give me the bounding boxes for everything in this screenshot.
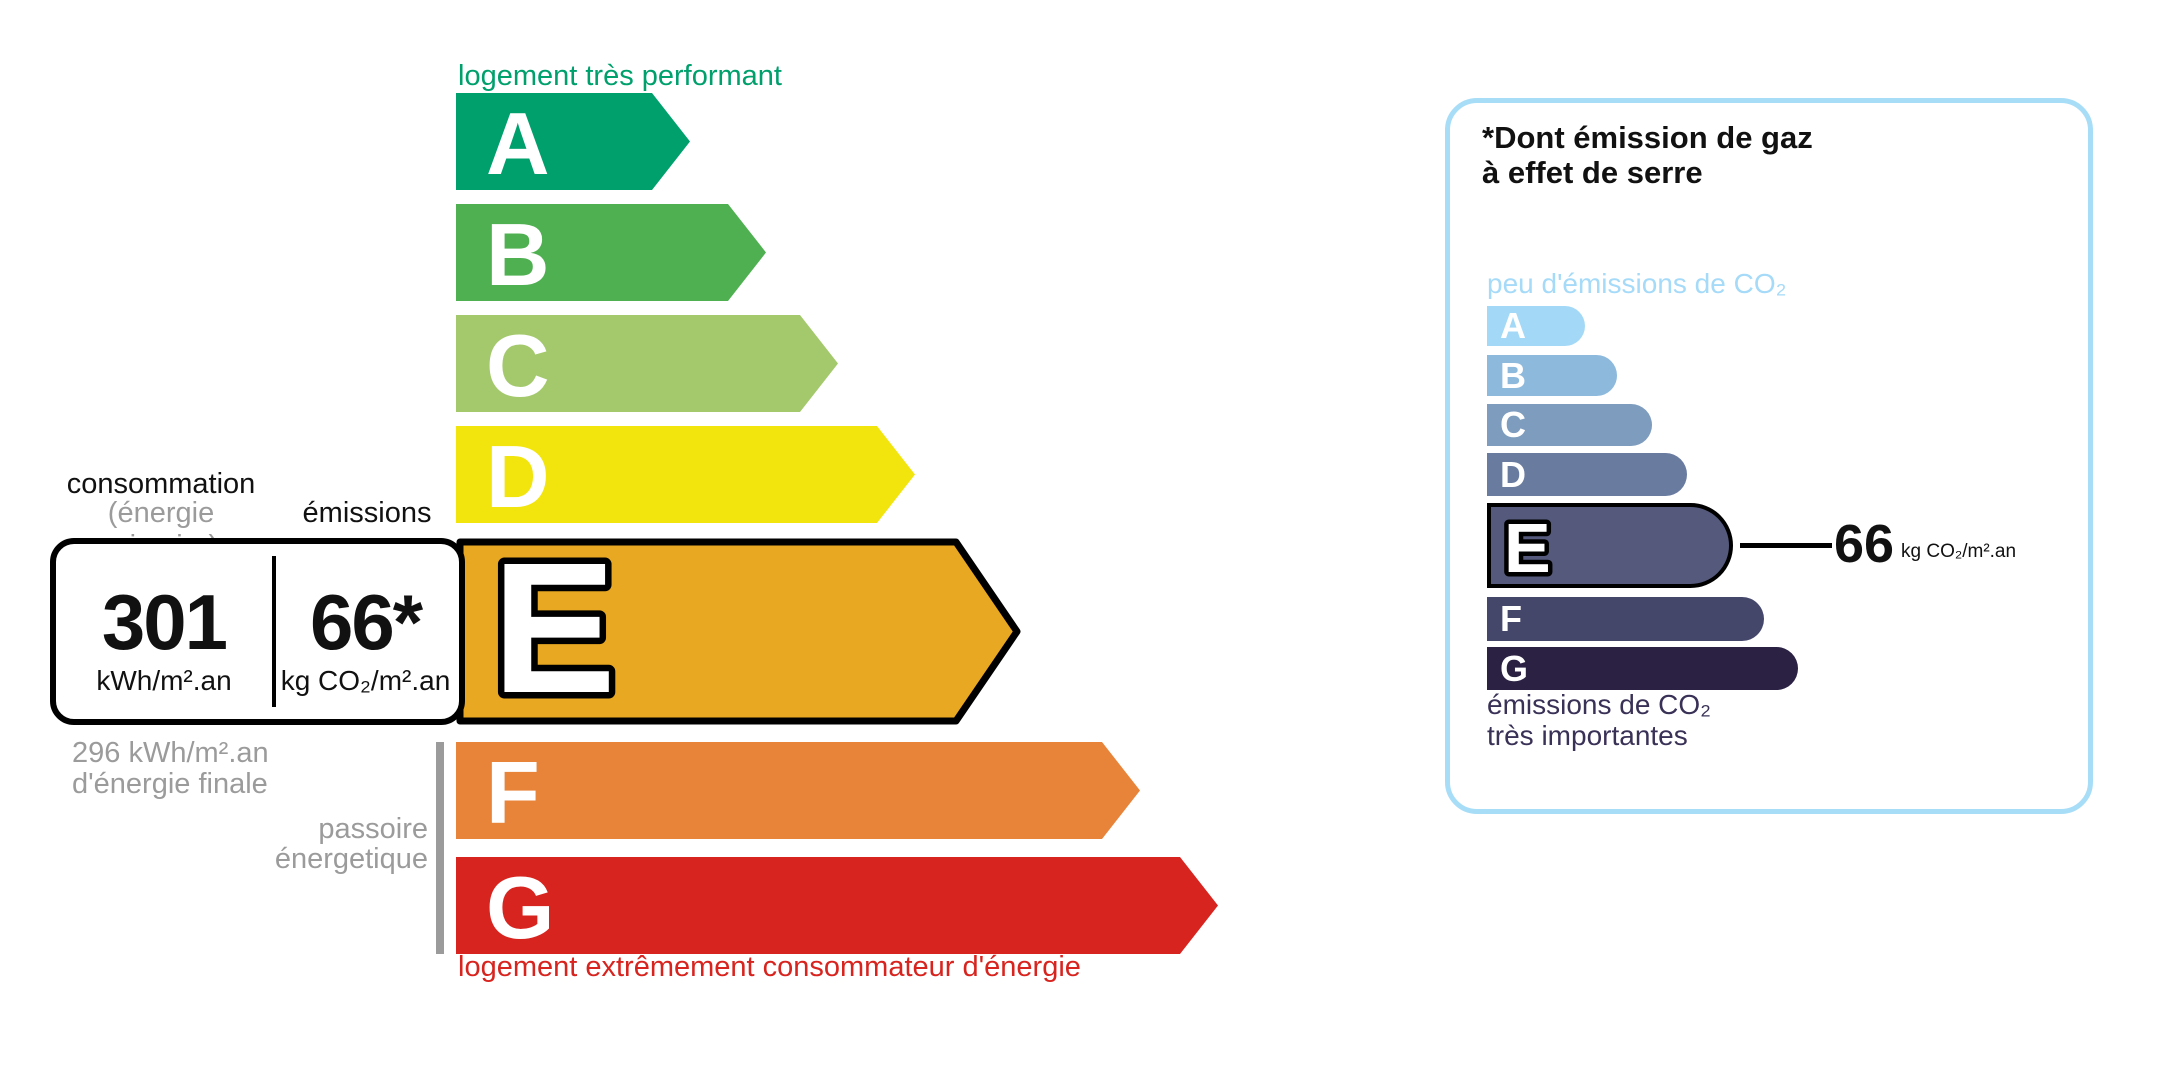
passoire-bracket-bar bbox=[436, 742, 444, 954]
co2-bar-g: G bbox=[1487, 647, 1798, 690]
rating-value-box: 301 kWh/m².an 66* kg CO₂/m².an bbox=[50, 538, 465, 725]
co2-bottom-line2: très importantes bbox=[1487, 720, 1688, 751]
co2-bottom-label: émissions de CO₂ très importantes bbox=[1487, 689, 1711, 751]
energy-arrow-f: F bbox=[456, 742, 1140, 842]
co2-letter-d: D bbox=[1500, 453, 1526, 495]
passoire-note: passoire énergetique bbox=[200, 814, 428, 874]
energy-letter-a: A bbox=[486, 94, 550, 193]
co2-value-unit: kg CO₂/m².an bbox=[1901, 541, 2017, 562]
energy-arrow-c: C bbox=[456, 315, 838, 415]
final-energy-note: 296 kWh/m².an d'énergie finale bbox=[72, 738, 269, 800]
energy-arrow-d: D bbox=[456, 426, 915, 526]
emissions-cell: 66* kg CO₂/m².an bbox=[272, 544, 459, 719]
co2-letter-g: G bbox=[1500, 647, 1529, 689]
co2-letter-e-svg: E bbox=[1500, 505, 1556, 592]
energy-letter-e: E bbox=[492, 525, 616, 732]
energy-top-label: logement très performant bbox=[458, 60, 782, 92]
emissions-label: émissions bbox=[302, 497, 432, 529]
co2-bottom-line1: émissions de CO₂ bbox=[1487, 689, 1712, 720]
final-energy-line1: 296 kWh/m².an bbox=[72, 737, 269, 769]
co2-title-line1: *Dont émission de gaz bbox=[1482, 120, 1813, 155]
co2-title-line2: à effet de serre bbox=[1482, 155, 1703, 190]
co2-panel-title: *Dont émission de gaz à effet de serre bbox=[1482, 120, 1813, 190]
co2-value: 66 bbox=[1834, 514, 1895, 574]
co2-bar-c: C bbox=[1487, 404, 1652, 446]
co2-letter-a: A bbox=[1500, 305, 1526, 346]
consumption-value: 301 bbox=[101, 577, 228, 666]
energy-letter-b: B bbox=[486, 205, 550, 304]
co2-letter-f: F bbox=[1500, 598, 1522, 639]
co2-bar-b: B bbox=[1487, 355, 1617, 396]
energy-arrow-g: G bbox=[456, 857, 1218, 957]
passoire-line1: passoire bbox=[318, 813, 428, 845]
co2-letter-b: B bbox=[1500, 354, 1526, 396]
consumption-cell: 301 kWh/m².an bbox=[56, 544, 272, 719]
co2-bar-d: D bbox=[1487, 453, 1687, 496]
energy-letter-f: F bbox=[486, 743, 540, 842]
energy-arrow-a: A bbox=[456, 93, 690, 193]
energy-bottom-label: logement extrêmement consommateur d'éner… bbox=[458, 951, 1081, 983]
energy-arrow-e-highlighted: E bbox=[456, 519, 1021, 739]
box-divider bbox=[272, 556, 276, 707]
final-energy-line2: d'énergie finale bbox=[72, 768, 268, 800]
consumption-unit: kWh/m².an bbox=[96, 664, 232, 696]
co2-letter-e: E bbox=[1504, 509, 1551, 587]
energy-letter-c: C bbox=[486, 316, 550, 415]
co2-bar-a: A bbox=[1487, 305, 1585, 346]
energy-letter-d: D bbox=[486, 427, 550, 526]
consumption-label: consommation bbox=[66, 468, 256, 500]
co2-letter-c: C bbox=[1500, 404, 1526, 445]
co2-value-connector-line bbox=[1740, 543, 1832, 548]
emissions-unit: kg CO₂/m².an bbox=[280, 664, 451, 696]
passoire-line2: énergetique bbox=[274, 843, 428, 875]
co2-top-label: peu d'émissions de CO₂ bbox=[1487, 268, 1787, 299]
co2-bar-e-highlighted: E bbox=[1487, 503, 1733, 592]
energy-arrow-b: B bbox=[456, 204, 766, 304]
energy-letter-g: G bbox=[486, 858, 554, 957]
co2-bar-f: F bbox=[1487, 597, 1764, 641]
emissions-value: 66* bbox=[309, 577, 423, 666]
